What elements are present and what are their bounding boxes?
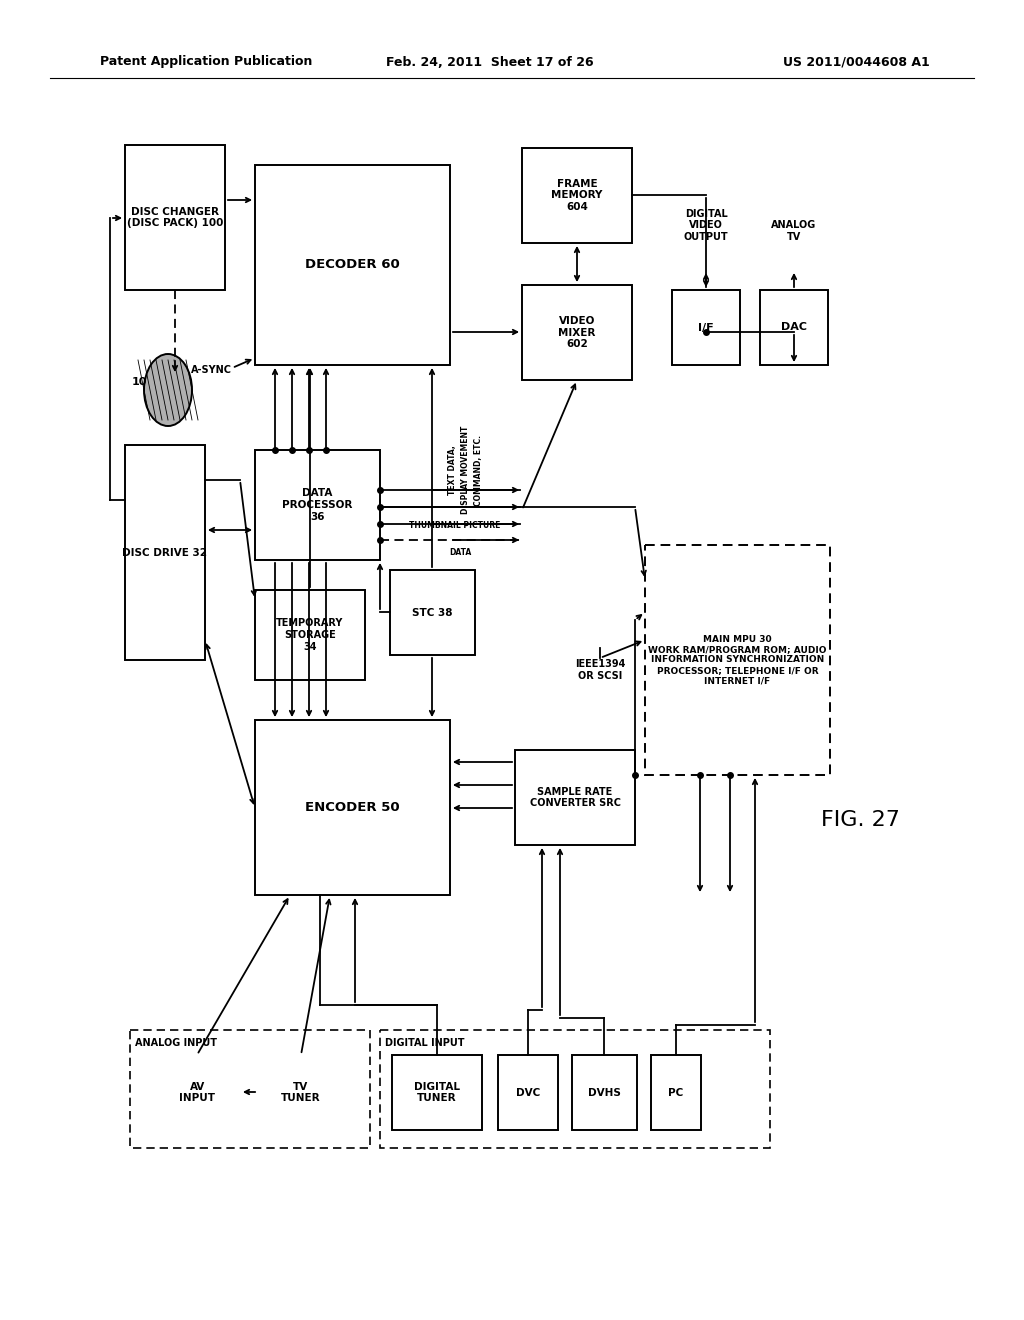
Text: I/F: I/F xyxy=(698,322,714,333)
Bar xyxy=(125,145,225,290)
Text: FIG. 27: FIG. 27 xyxy=(820,810,899,830)
Bar xyxy=(522,285,632,380)
Text: DECODER 60: DECODER 60 xyxy=(305,259,400,272)
Text: DVC: DVC xyxy=(516,1088,540,1097)
Text: DATA: DATA xyxy=(449,548,471,557)
Text: IEEE1394
OR SCSI: IEEE1394 OR SCSI xyxy=(574,659,626,681)
Bar xyxy=(125,445,205,660)
Text: Patent Application Publication: Patent Application Publication xyxy=(100,55,312,69)
Ellipse shape xyxy=(144,354,193,426)
Text: A-SYNC: A-SYNC xyxy=(191,366,232,375)
Bar xyxy=(498,1055,558,1130)
Bar xyxy=(651,1055,701,1130)
Text: ANALOG INPUT: ANALOG INPUT xyxy=(135,1038,217,1048)
Bar xyxy=(672,290,740,366)
Text: THUMBNAIL PICTURE: THUMBNAIL PICTURE xyxy=(410,521,501,531)
Bar xyxy=(258,1055,343,1130)
Text: TV
TUNER: TV TUNER xyxy=(281,1081,321,1104)
Bar xyxy=(392,1055,482,1130)
Text: SAMPLE RATE
CONVERTER SRC: SAMPLE RATE CONVERTER SRC xyxy=(529,787,621,808)
Text: DIGITAL
VIDEO
OUTPUT: DIGITAL VIDEO OUTPUT xyxy=(684,209,728,242)
Text: COMMAND, ETC.: COMMAND, ETC. xyxy=(473,434,482,506)
Text: DVHS: DVHS xyxy=(588,1088,621,1097)
Text: ANALOG
TV: ANALOG TV xyxy=(771,220,816,242)
Text: DATA
PROCESSOR
36: DATA PROCESSOR 36 xyxy=(283,488,352,521)
Bar xyxy=(255,450,380,560)
Bar xyxy=(130,1030,370,1148)
Bar xyxy=(760,290,828,366)
Text: STC 38: STC 38 xyxy=(413,607,453,618)
Text: DISPLAY MOVEMENT: DISPLAY MOVEMENT xyxy=(461,426,469,515)
Text: DISC DRIVE 32: DISC DRIVE 32 xyxy=(123,548,208,557)
Bar xyxy=(155,1055,240,1130)
Bar xyxy=(255,719,450,895)
Text: DIGITAL INPUT: DIGITAL INPUT xyxy=(385,1038,465,1048)
Bar xyxy=(255,590,365,680)
Text: US 2011/0044608 A1: US 2011/0044608 A1 xyxy=(783,55,930,69)
Text: 10: 10 xyxy=(132,378,147,387)
Bar xyxy=(390,570,475,655)
Text: TEMPORARY
STORAGE
34: TEMPORARY STORAGE 34 xyxy=(276,618,344,652)
Text: DIGITAL
TUNER: DIGITAL TUNER xyxy=(414,1081,460,1104)
Text: DISC CHANGER
(DISC PACK) 100: DISC CHANGER (DISC PACK) 100 xyxy=(127,207,223,228)
Bar xyxy=(380,1030,770,1148)
Bar xyxy=(515,750,635,845)
Bar xyxy=(572,1055,637,1130)
Text: TEXT DATA,: TEXT DATA, xyxy=(447,445,457,495)
Text: FRAME
MEMORY
604: FRAME MEMORY 604 xyxy=(551,180,603,213)
Text: ENCODER 50: ENCODER 50 xyxy=(305,801,399,814)
Text: PC: PC xyxy=(669,1088,684,1097)
Text: DAC: DAC xyxy=(781,322,807,333)
Text: AV
INPUT: AV INPUT xyxy=(179,1081,215,1104)
Text: MAIN MPU 30
WORK RAM/PROGRAM ROM; AUDIO
INFORMATION SYNCHRONIZATION
PROCESSOR; T: MAIN MPU 30 WORK RAM/PROGRAM ROM; AUDIO … xyxy=(648,635,826,685)
Text: Feb. 24, 2011  Sheet 17 of 26: Feb. 24, 2011 Sheet 17 of 26 xyxy=(386,55,594,69)
Text: VIDEO
MIXER
602: VIDEO MIXER 602 xyxy=(558,315,596,348)
Bar xyxy=(645,545,830,775)
Bar xyxy=(522,148,632,243)
Bar xyxy=(255,165,450,366)
